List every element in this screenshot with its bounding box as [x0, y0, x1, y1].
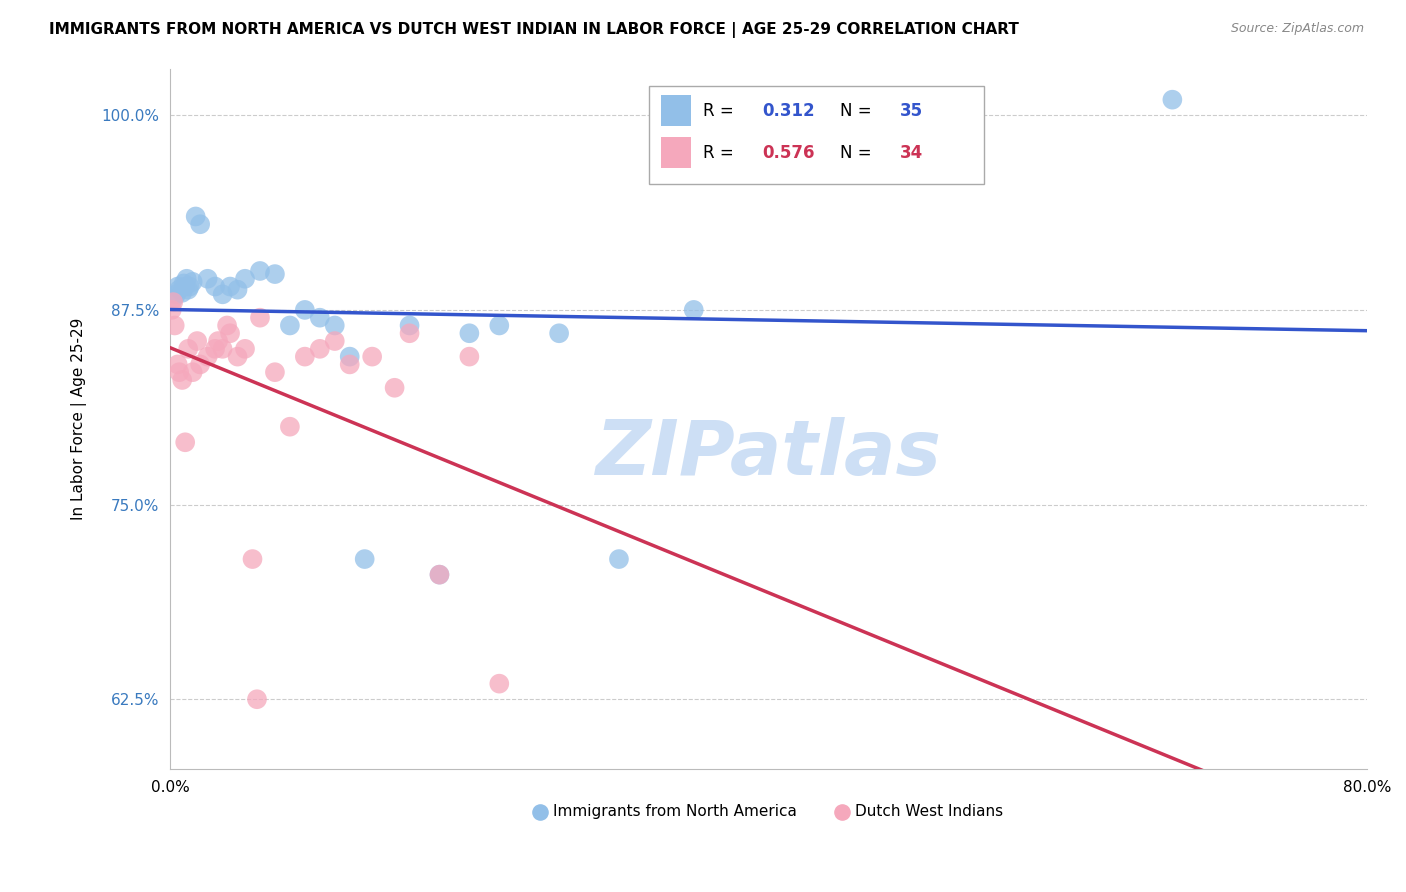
Point	[181, 275, 204, 289]
Point	[246, 692, 269, 706]
Point	[173, 277, 195, 291]
Point	[177, 342, 200, 356]
Point	[162, 295, 184, 310]
Point	[188, 217, 211, 231]
Point	[226, 283, 249, 297]
Point	[166, 279, 188, 293]
Text: ZIPatlas: ZIPatlas	[596, 417, 942, 491]
Point	[186, 334, 208, 348]
Point	[242, 552, 264, 566]
Bar	[661, 95, 690, 127]
Text: R =: R =	[703, 144, 738, 161]
Point	[172, 373, 194, 387]
Point	[163, 318, 186, 333]
Point	[323, 334, 346, 348]
Point	[249, 310, 271, 325]
Point	[177, 283, 200, 297]
Point	[458, 326, 481, 341]
Point	[264, 365, 287, 379]
Point	[488, 318, 510, 333]
Y-axis label: In Labor Force | Age 25-29: In Labor Force | Age 25-29	[72, 318, 87, 520]
Point	[162, 292, 184, 306]
Point	[165, 287, 187, 301]
Text: 35: 35	[900, 102, 924, 120]
Point	[682, 302, 704, 317]
Point	[181, 365, 204, 379]
Point	[211, 342, 233, 356]
Point	[207, 334, 229, 348]
Point	[384, 381, 406, 395]
Point	[211, 287, 233, 301]
Point	[353, 552, 375, 566]
Point	[339, 358, 361, 372]
Point	[174, 279, 197, 293]
Text: N =: N =	[841, 102, 877, 120]
Point	[398, 318, 420, 333]
Point	[488, 676, 510, 690]
Point	[1161, 93, 1184, 107]
Point	[174, 435, 197, 450]
Point	[160, 302, 183, 317]
Point	[184, 210, 207, 224]
Point	[278, 318, 301, 333]
Point	[294, 302, 316, 317]
Point	[548, 326, 571, 341]
Text: Source: ZipAtlas.com: Source: ZipAtlas.com	[1230, 22, 1364, 36]
Text: IMMIGRANTS FROM NORTH AMERICA VS DUTCH WEST INDIAN IN LABOR FORCE | AGE 25-29 CO: IMMIGRANTS FROM NORTH AMERICA VS DUTCH W…	[49, 22, 1019, 38]
Point	[607, 552, 630, 566]
Point	[458, 350, 481, 364]
Point	[172, 285, 194, 300]
Text: 0.576: 0.576	[762, 144, 815, 161]
Point	[398, 326, 420, 341]
Point	[429, 567, 451, 582]
Point	[233, 342, 256, 356]
Point	[249, 264, 271, 278]
Point	[197, 272, 219, 286]
Point	[361, 350, 384, 364]
Point	[308, 310, 330, 325]
Point	[278, 419, 301, 434]
Point	[219, 279, 242, 293]
Point	[166, 358, 188, 372]
Legend: Immigrants from North America, Dutch West Indians: Immigrants from North America, Dutch Wes…	[527, 797, 1010, 825]
Text: 0.312: 0.312	[762, 102, 815, 120]
Point	[294, 350, 316, 364]
Point	[197, 350, 219, 364]
Point	[167, 283, 190, 297]
Point	[339, 350, 361, 364]
Point	[167, 365, 190, 379]
Bar	[661, 136, 690, 169]
Point	[188, 358, 211, 372]
Text: N =: N =	[841, 144, 877, 161]
Point	[323, 318, 346, 333]
Point	[308, 342, 330, 356]
Point	[204, 342, 226, 356]
Point	[176, 272, 198, 286]
Point	[219, 326, 242, 341]
FancyBboxPatch shape	[648, 86, 984, 184]
Point	[226, 350, 249, 364]
Point	[204, 279, 226, 293]
Point	[429, 567, 451, 582]
Text: 34: 34	[900, 144, 924, 161]
Point	[264, 267, 287, 281]
Point	[217, 318, 239, 333]
Text: R =: R =	[703, 102, 738, 120]
Point	[179, 279, 201, 293]
Point	[233, 272, 256, 286]
